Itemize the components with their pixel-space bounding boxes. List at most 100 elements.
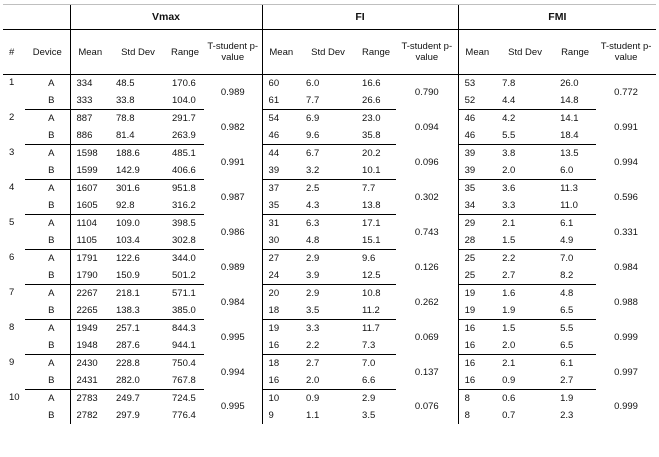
row-index: 10 bbox=[9, 391, 20, 403]
vmax-range-cell: 344.0 bbox=[172, 253, 196, 264]
vmax-mean-cell: 1598 bbox=[69, 144, 110, 162]
table-row: B 333 33.8 104.0 61 7.7 26.6 52 4.4 14.8 bbox=[3, 92, 656, 110]
vmax-range-cell: 844.3 bbox=[172, 323, 196, 334]
vmax-mean-cell: 1104 bbox=[69, 214, 110, 232]
row-index: 1 bbox=[9, 77, 15, 88]
vmax-std-cell: 249.7 bbox=[116, 393, 140, 404]
row-index: 9 bbox=[9, 356, 15, 368]
fmi-pvalue-cell: 0.999 bbox=[614, 331, 638, 343]
vmax-std-cell: 257.1 bbox=[116, 323, 140, 334]
device-label: A bbox=[48, 78, 55, 89]
col-header-fmi-std: Std Dev bbox=[496, 29, 555, 75]
fi-range-cell: 2.9 bbox=[362, 393, 376, 404]
fmi-mean-cell: 46 bbox=[457, 127, 497, 145]
table-row: B 2431 282.0 767.8 16 2.0 6.6 16 0.9 2.7 bbox=[3, 372, 656, 390]
fmi-mean-cell: 19 bbox=[457, 302, 497, 320]
vmax-std-cell: 109.0 bbox=[116, 218, 140, 229]
fmi-std-cell: 4.4 bbox=[496, 92, 555, 110]
row-index: 4 bbox=[9, 181, 15, 193]
fi-mean-cell: 31 bbox=[261, 214, 301, 232]
vmax-std-cell: 103.4 bbox=[110, 232, 166, 250]
fi-range-cell: 9.6 bbox=[362, 253, 376, 264]
vmax-mean-cell: 1105 bbox=[69, 232, 110, 250]
vmax-mean-cell: 2267 bbox=[69, 284, 110, 302]
vmax-range-cell: 316.2 bbox=[166, 197, 204, 215]
fmi-std-cell: 1.5 bbox=[496, 232, 555, 250]
fi-mean-cell: 54 bbox=[261, 109, 301, 127]
fi-std-cell: 2.9 bbox=[306, 288, 320, 299]
col-header-fi-range: Range bbox=[356, 29, 397, 75]
vmax-range-cell: 944.1 bbox=[166, 337, 204, 355]
vmax-range-cell: 571.1 bbox=[172, 288, 196, 299]
fmi-range-cell: 6.0 bbox=[554, 162, 597, 180]
vmax-pvalue-cell: 0.984 bbox=[220, 296, 245, 308]
fi-range-cell: 23.0 bbox=[362, 113, 381, 124]
fi-mean-cell: 9 bbox=[261, 407, 301, 424]
device-label: B bbox=[25, 302, 70, 320]
fi-range-cell: 7.3 bbox=[356, 337, 397, 355]
vmax-std-cell: 228.8 bbox=[116, 358, 140, 369]
table-row: 5 A 1104 109.0 398.5 0.986 31 6.3 17.1 0.743 29 2.1… bbox=[3, 214, 656, 238]
group-header-fi: FI bbox=[261, 4, 459, 30]
fi-mean-cell: 35 bbox=[261, 197, 301, 215]
row-index: 5 bbox=[9, 216, 15, 228]
fi-mean-cell: 39 bbox=[261, 162, 301, 180]
table-row: B 2265 138.3 385.0 18 3.5 11.2 19 1.9 6.5 bbox=[3, 302, 656, 320]
vmax-mean-cell: 2782 bbox=[69, 407, 110, 424]
fmi-range-cell: 14.8 bbox=[554, 92, 597, 110]
fmi-std-cell: 0.7 bbox=[502, 410, 516, 421]
vmax-std-cell: 122.6 bbox=[116, 253, 140, 264]
table-row: B 1105 103.4 302.8 30 4.8 15.1 28 1.5 4.9 bbox=[3, 232, 656, 250]
fi-std-cell: 2.9 bbox=[306, 253, 320, 264]
fmi-std-cell: 2.1 bbox=[502, 218, 516, 229]
vmax-range-cell: 776.4 bbox=[172, 410, 196, 421]
fi-std-cell: 2.2 bbox=[300, 337, 357, 355]
fi-mean-cell: 61 bbox=[261, 92, 301, 110]
fi-std-cell: 2.0 bbox=[300, 372, 357, 390]
fi-pvalue-cell: 0.069 bbox=[414, 331, 439, 343]
fmi-mean-cell: 53 bbox=[457, 74, 497, 92]
table-row: 7 A 2267 218.1 571.1 0.984 20 2.9 10.8 0.262 19 1.6… bbox=[3, 284, 656, 308]
fmi-mean-cell: 39 bbox=[457, 162, 497, 180]
table-row: 3 A 1598 188.6 485.1 0.991 44 6.7 20.2 0.096 39 3.8… bbox=[3, 144, 656, 168]
vmax-range-cell: 385.0 bbox=[166, 302, 204, 320]
fi-pvalue-cell: 0.126 bbox=[414, 261, 439, 273]
fi-std-cell: 6.7 bbox=[306, 148, 320, 159]
col-header-fmi-range: Range bbox=[554, 29, 597, 75]
fi-mean-cell: 18 bbox=[261, 354, 301, 372]
fmi-mean-cell: 34 bbox=[457, 197, 497, 215]
vmax-pvalue-cell: 0.995 bbox=[220, 401, 245, 413]
table-row: 8 A 1949 257.1 844.3 0.995 19 3.3 11.7 0.069 16 1.5… bbox=[3, 319, 656, 343]
vmax-range-cell: 951.8 bbox=[172, 183, 196, 194]
fi-std-cell: 3.9 bbox=[300, 267, 357, 285]
fi-mean-cell: 44 bbox=[261, 144, 301, 162]
fi-range-cell: 6.6 bbox=[356, 372, 397, 390]
fmi-range-cell: 11.0 bbox=[554, 197, 597, 215]
vmax-mean-cell: 886 bbox=[69, 127, 110, 145]
fmi-range-cell: 6.5 bbox=[554, 337, 597, 355]
device-label: A bbox=[48, 218, 55, 229]
vmax-std-cell: 282.0 bbox=[110, 372, 166, 390]
vmax-pvalue-cell: 0.982 bbox=[220, 121, 245, 133]
fi-pvalue-cell: 0.262 bbox=[414, 296, 439, 308]
fmi-mean-cell: 16 bbox=[457, 372, 497, 390]
fi-range-cell: 15.1 bbox=[356, 232, 397, 250]
fmi-std-cell: 4.2 bbox=[502, 113, 516, 124]
vmax-range-cell: 767.8 bbox=[166, 372, 204, 390]
fmi-std-cell: 2.0 bbox=[496, 337, 555, 355]
fi-std-cell: 7.7 bbox=[300, 92, 357, 110]
vmax-mean-cell: 1949 bbox=[69, 319, 110, 337]
fmi-std-cell: 7.8 bbox=[502, 78, 516, 89]
device-label: B bbox=[25, 267, 70, 285]
fmi-range-cell: 14.1 bbox=[560, 113, 579, 124]
fmi-range-cell: 4.8 bbox=[560, 288, 574, 299]
fmi-pvalue-cell: 0.596 bbox=[614, 191, 638, 203]
vmax-mean-cell: 2431 bbox=[69, 372, 110, 390]
vmax-range-cell: 750.4 bbox=[172, 358, 196, 369]
fi-pvalue-cell: 0.743 bbox=[414, 226, 439, 238]
fmi-std-cell: 2.2 bbox=[502, 253, 516, 264]
device-label: B bbox=[25, 127, 70, 145]
fmi-mean-cell: 39 bbox=[457, 144, 497, 162]
device-label: A bbox=[48, 323, 55, 334]
vmax-std-cell: 138.3 bbox=[110, 302, 166, 320]
